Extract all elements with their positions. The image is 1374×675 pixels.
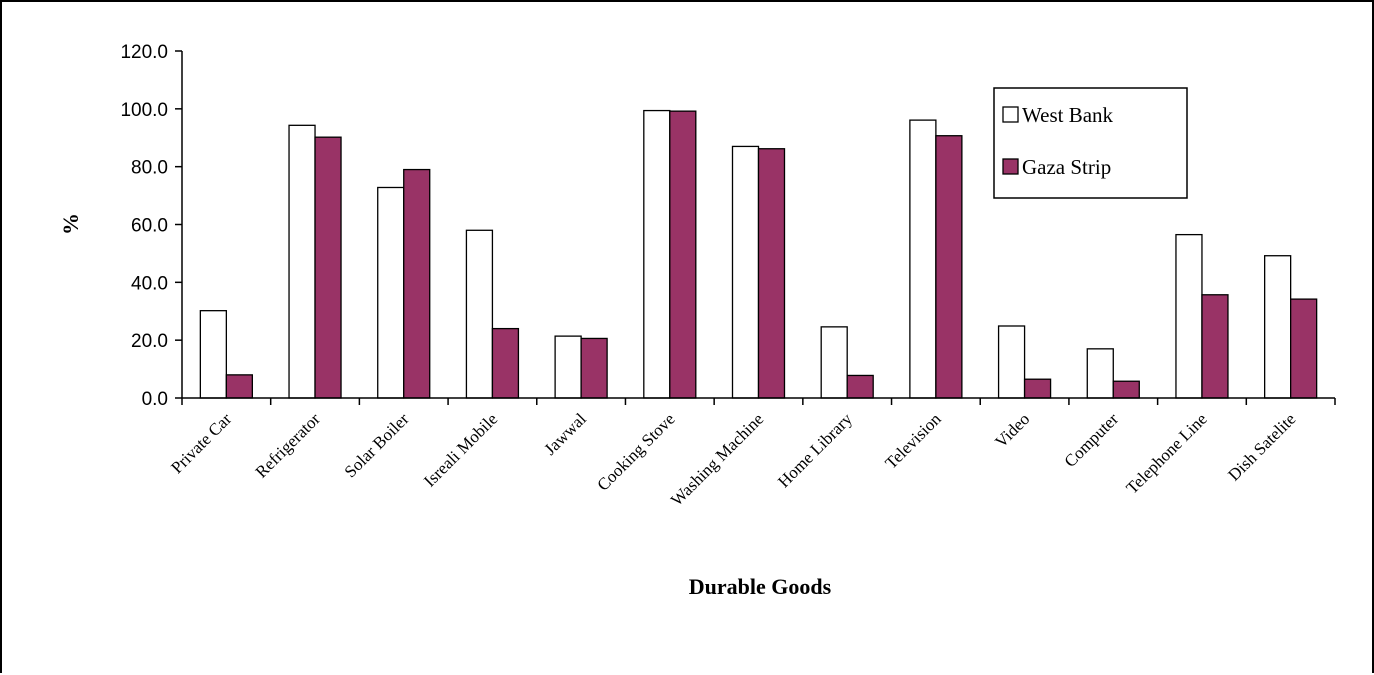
x-axis-title: Durable Goods <box>689 574 832 599</box>
x-tick-label: Telephone Line <box>1122 409 1210 497</box>
bar-west-bank <box>465 229 494 399</box>
x-tick-label: Refrigerator <box>252 409 324 481</box>
y-tick-label: 120.0 <box>120 42 168 63</box>
bar-gaza-strip <box>580 337 608 399</box>
y-axis: 0.0 20.0 40.0 60.0 80.0 100.0 120.0 <box>120 42 183 410</box>
y-axis-title: % <box>58 213 83 235</box>
y-tick-label: 100.0 <box>120 100 168 121</box>
bar-gaza-strip <box>1290 298 1318 399</box>
bar-west-bank <box>909 119 937 399</box>
bar-west-bank <box>820 326 848 399</box>
x-tick-label: Video <box>991 409 1033 451</box>
bar-gaza-strip <box>1023 378 1052 399</box>
bar-gaza-strip <box>491 327 520 399</box>
x-tick-label: Dish Satelite <box>1224 409 1299 484</box>
legend-swatch <box>1002 106 1019 123</box>
y-tick-label: 40.0 <box>131 273 168 294</box>
bar-gaza-strip <box>757 148 786 399</box>
x-tick-label: Washing Machine <box>667 409 767 509</box>
bar-gaza-strip <box>225 374 253 399</box>
bar-west-bank <box>199 310 227 399</box>
legend-swatch <box>1002 158 1019 175</box>
bar-west-bank <box>554 335 582 399</box>
x-tick-label: Solar Boiler <box>341 409 413 481</box>
y-tick-label: 80.0 <box>131 158 168 179</box>
bar-west-bank <box>377 186 405 399</box>
x-tick-label: Home Library <box>774 409 856 491</box>
legend-label: Gaza Strip <box>1022 155 1111 179</box>
y-tick-label: 60.0 <box>131 216 168 237</box>
x-tick-label: Television <box>881 409 945 473</box>
bar-gaza-strip <box>935 135 963 399</box>
x-tick-label: Computer <box>1061 409 1123 471</box>
bar-west-bank <box>731 145 760 399</box>
x-tick-label: Cooking Stove <box>593 409 678 494</box>
bar-gaza-strip <box>1201 294 1229 399</box>
bars <box>199 109 1318 399</box>
bar-gaza-strip <box>1112 380 1140 399</box>
bar-gaza-strip <box>403 168 431 399</box>
bar-gaza-strip <box>669 110 697 399</box>
x-tick-label: Isreali Mobile <box>420 409 501 490</box>
legend-label: West Bank <box>1022 103 1114 127</box>
bar-west-bank <box>1175 233 1203 399</box>
bar-west-bank <box>643 109 671 399</box>
bar-gaza-strip <box>846 374 874 399</box>
y-tick-label: 20.0 <box>131 331 168 352</box>
bar-west-bank <box>997 325 1026 399</box>
y-tick-label: 0.0 <box>142 389 168 410</box>
x-tick-label: Jawwal <box>540 409 590 459</box>
bar-west-bank <box>288 124 316 399</box>
x-tick-label: Private Car <box>167 409 235 477</box>
legend: West Bank Gaza Strip <box>993 87 1188 199</box>
bar-west-bank <box>1086 348 1114 399</box>
bar-gaza-strip <box>314 136 342 399</box>
x-axis: Private Car Refrigerator Solar Boiler Isrea… <box>167 397 1336 510</box>
bar-west-bank <box>1264 255 1292 399</box>
legend-box <box>993 87 1188 199</box>
